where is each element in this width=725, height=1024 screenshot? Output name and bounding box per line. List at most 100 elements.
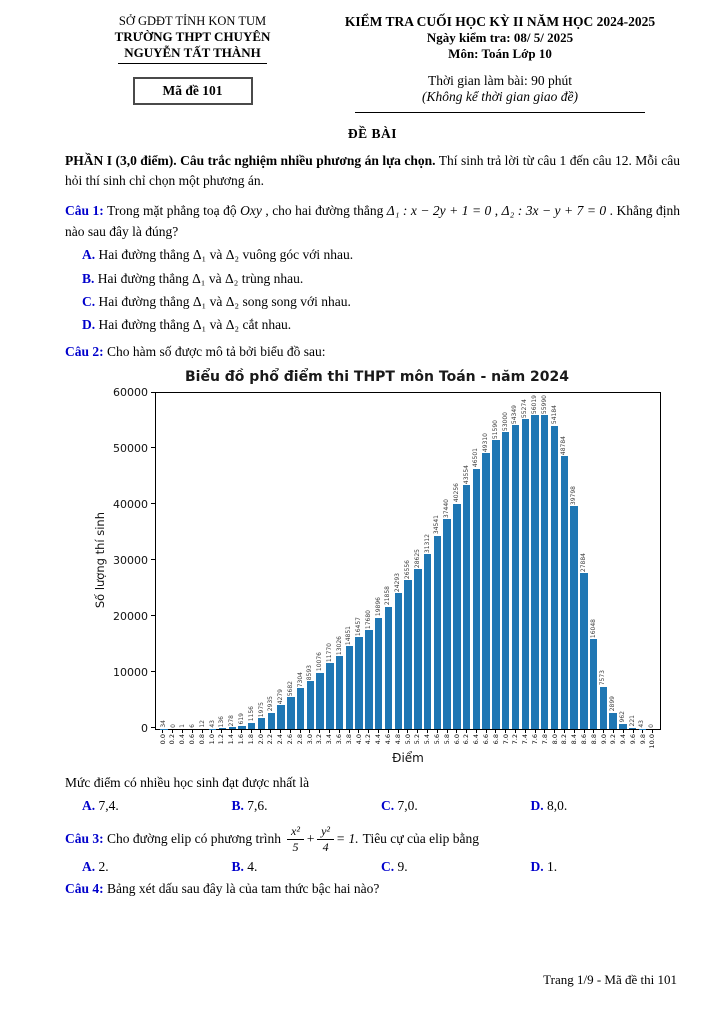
chart-body: Số lượng thí sinh 0 10000 20000 30000 40000 5… [93,386,661,766]
fraction-2: y² 4 [317,824,335,855]
bar-7.0: 53000 [501,393,511,729]
bar-rect [482,452,490,729]
bar-5.4: 31312 [423,393,433,729]
bar-rect [316,672,324,729]
bar-value-label: 16048 [589,619,597,639]
x-tick-0.8: 0.8 [197,729,207,748]
q1-option-d: D. Hai đường thẳng Δ₁ và Δ₂ cắt nhau. [82,317,292,333]
bar-value-label: 40256 [452,483,460,503]
tick-label: 6.6 [481,733,490,745]
q3-option-c: C. 9. [381,859,408,875]
tick-mark [632,729,634,733]
tick-mark [221,729,223,733]
tick-mark [338,729,340,733]
bar-value-label: 43 [208,720,216,728]
tick-label: 0.8 [197,733,206,745]
bar-rect [355,636,363,729]
x-tick-4.6: 4.6 [383,729,393,748]
tick-label: 9.8 [638,733,647,745]
tick-mark [583,729,585,733]
tick-label: 6.8 [491,733,500,745]
bar-value-label: 17680 [364,609,372,629]
bar-rect [550,425,559,729]
y-tick-mark [151,614,155,616]
bar-rect [375,617,383,729]
y-tick-label: 10000 [113,665,148,679]
bar-6.6: 49310 [481,393,491,729]
bar-7.4: 55274 [520,393,530,729]
y-tick-mark [151,446,155,448]
tick-label: 4.4 [374,733,383,745]
exam-duration: Thời gian làm bài: 90 phút [428,73,572,88]
bar-4.0: 16457 [354,393,364,729]
x-tick-1.8: 1.8 [246,729,256,748]
question-3-label: Câu 3: [65,831,104,847]
tick-label: 7.6 [530,733,539,745]
bar-value-label: 4279 [277,688,285,705]
bar-value-label: 7304 [296,671,304,688]
bar-rect [238,725,246,729]
tick-label: 8.0 [550,733,559,745]
bar-2.2: 2935 [266,393,276,729]
bar-value-label: 28625 [413,548,421,568]
tick-mark [387,729,389,733]
tick-label: 9.4 [619,733,628,745]
x-tick-3.2: 3.2 [315,729,325,748]
bar-value-label: 221 [628,715,636,727]
x-tick-6.0: 6.0 [452,729,462,748]
bar-5.0: 26556 [403,393,413,729]
tick-label: 6.0 [452,733,461,745]
header-left: SỞ GDĐT TỈNH KON TUM TRƯỜNG THPT CHUYÊN … [65,14,320,113]
bar-value-label: 21858 [384,586,392,606]
bar-rect [570,506,578,729]
bar-value-label: 27884 [579,552,587,572]
tick-mark [544,729,546,733]
y-axis-label-wrap: Số lượng thí sinh [93,392,107,728]
bar-7.8: 55990 [540,393,550,729]
bar-value-label: 49310 [482,432,490,452]
tick-mark [446,729,448,733]
bar-3.2: 10076 [315,393,325,729]
section-title: ĐỀ BÀI [347,126,398,141]
tick-label: 4.0 [354,733,363,745]
bar-value-label: 619 [238,713,245,725]
x-tick-0.4: 0.4 [178,729,188,748]
tick-label: 1.6 [237,733,246,745]
bar-value-label: 7573 [599,670,607,686]
bar-rect [472,468,481,729]
tick-mark [613,729,615,733]
y-tick-label: 30000 [113,553,148,567]
x-tick-3.8: 3.8 [344,729,354,748]
tick-mark [368,729,370,733]
tick-label: 3.0 [305,733,314,745]
bar-rect [257,717,266,729]
tick-label: 4.2 [364,733,373,745]
bar-5.6: 34541 [432,393,442,729]
bar-value-label: 2899 [609,696,617,712]
chart-title: Biểu đồ phổ điểm thi THPT môn Toán - năm… [184,368,570,385]
tick-mark [319,729,321,733]
bar-value-label: 12 [198,720,206,728]
y-tick-label: 60000 [113,385,148,399]
tick-mark [417,729,419,733]
q2-options: A. 7,4. B. 7,6. C. 7,0. D. 8,0. [82,798,680,814]
bar-1.2: 136 [218,393,228,729]
exam-page: SỞ GDĐT TỈNH KON TUM TRƯỜNG THPT CHUYÊN … [65,14,680,987]
bar-value-label: 1975 [257,701,265,717]
bar-6.4: 46501 [472,393,482,729]
x-tick-1.2: 1.2 [217,729,227,748]
x-axis-label: Điểm [392,751,424,766]
tick-mark [191,729,193,733]
tick-mark [299,729,301,733]
y-tick-mark [151,726,155,728]
bar-rect [228,727,236,729]
x-tick-1.6: 1.6 [236,729,246,748]
tick-mark [260,729,262,733]
bar-rect [453,503,461,729]
tick-label: 7.2 [511,733,520,745]
bar-value-label: 962 [618,711,626,723]
tick-label: 1.0 [207,733,216,745]
bar-value-label: 53000 [501,412,509,432]
bar-value-label: 34541 [433,515,441,535]
y-tick-label: 50000 [113,441,148,455]
